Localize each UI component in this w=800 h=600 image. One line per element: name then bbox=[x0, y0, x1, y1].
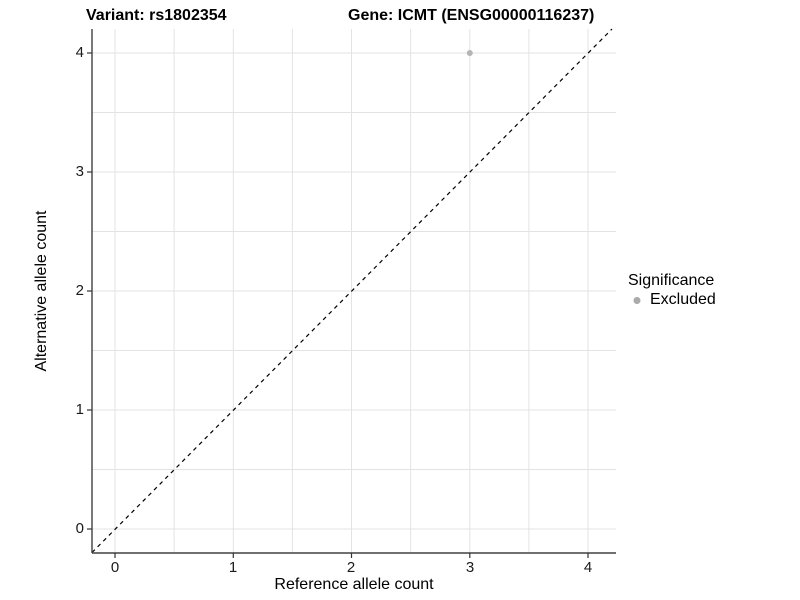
legend-marker-circle-icon bbox=[633, 297, 641, 304]
identity-line bbox=[91, 28, 613, 553]
gridlines bbox=[92, 29, 616, 553]
y-tick-label: 3 bbox=[75, 163, 84, 180]
y-axis-title: Alternative allele count bbox=[33, 210, 50, 372]
plot-title-gene: Gene: ICMT (ENSG00000116237) bbox=[348, 7, 595, 24]
legend-item-label: Excluded bbox=[650, 291, 716, 308]
tick-marks bbox=[87, 52, 589, 558]
x-tick-label: 4 bbox=[583, 559, 593, 576]
y-tick-label: 2 bbox=[75, 282, 84, 299]
x-tick-label: 0 bbox=[110, 559, 120, 576]
data-point-excluded[interactable] bbox=[466, 50, 473, 56]
plot-title-variant: Variant: rs1802354 bbox=[86, 7, 227, 24]
x-axis-title: Reference allele count bbox=[274, 576, 434, 593]
y-tick-label: 1 bbox=[75, 401, 84, 418]
legend-item-excluded: Excluded bbox=[630, 291, 716, 309]
x-tick-label: 2 bbox=[346, 559, 356, 576]
y-tick-label: 0 bbox=[75, 520, 84, 537]
legend-title: Significance bbox=[628, 272, 715, 289]
x-tick-label: 3 bbox=[465, 559, 475, 576]
x-tick-label: 1 bbox=[228, 559, 238, 576]
y-tick-label: 4 bbox=[75, 44, 84, 61]
